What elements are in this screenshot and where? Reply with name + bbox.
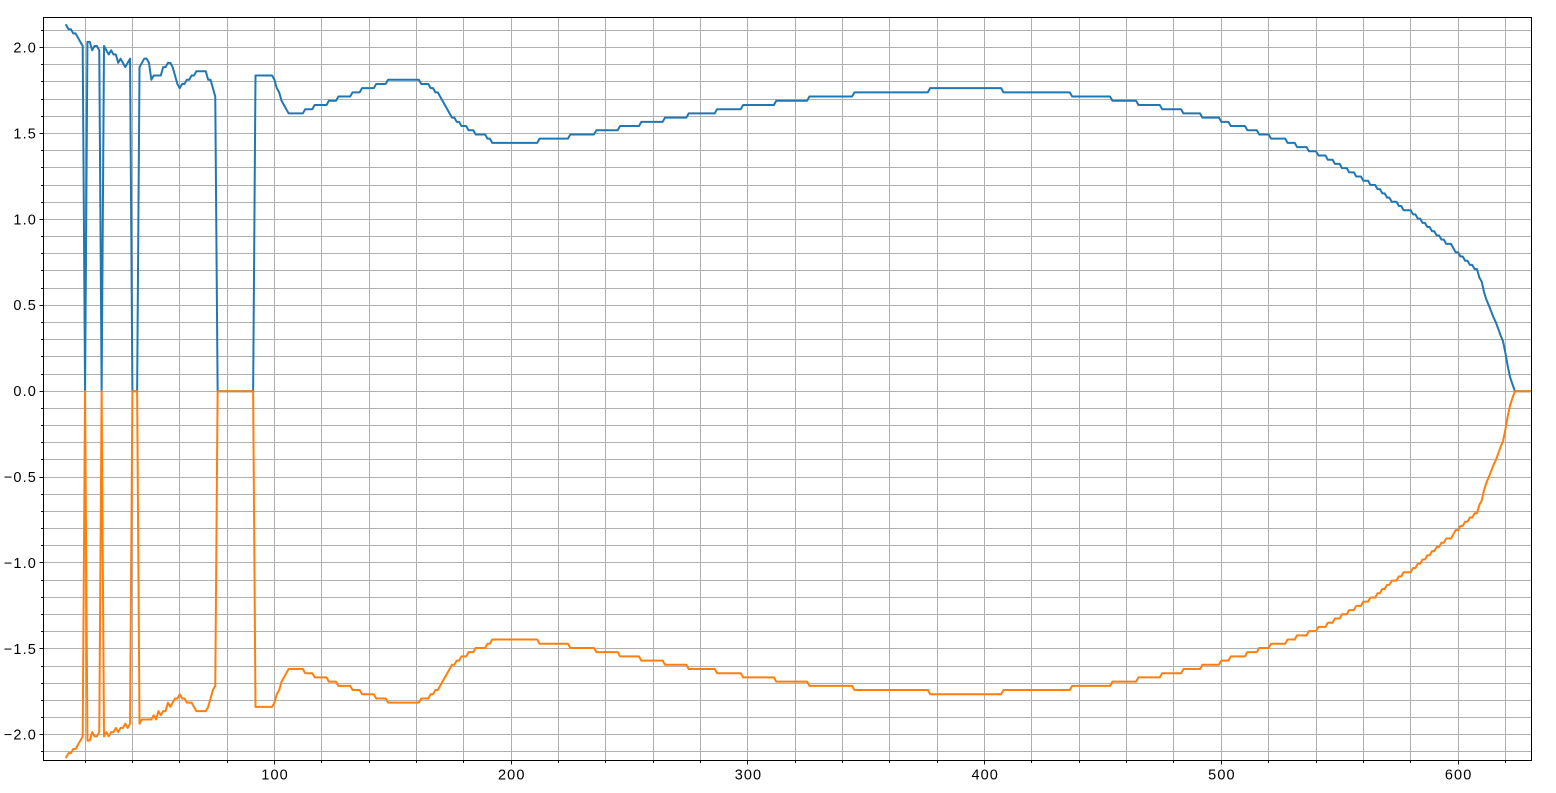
svg-text:600: 600 (1445, 768, 1473, 784)
svg-text:−2.0: −2.0 (4, 728, 37, 744)
svg-text:−0.5: −0.5 (4, 470, 37, 486)
svg-text:−1.5: −1.5 (4, 642, 37, 658)
svg-text:300: 300 (735, 768, 763, 784)
svg-text:500: 500 (1208, 768, 1236, 784)
svg-text:400: 400 (971, 768, 999, 784)
svg-text:2.0: 2.0 (13, 41, 36, 57)
svg-text:0.5: 0.5 (13, 298, 36, 314)
svg-text:100: 100 (261, 768, 289, 784)
svg-text:200: 200 (498, 768, 526, 784)
svg-text:−1.0: −1.0 (4, 556, 37, 572)
svg-text:0.0: 0.0 (13, 384, 36, 400)
svg-text:1.0: 1.0 (13, 212, 36, 228)
svg-text:1.5: 1.5 (13, 126, 36, 142)
